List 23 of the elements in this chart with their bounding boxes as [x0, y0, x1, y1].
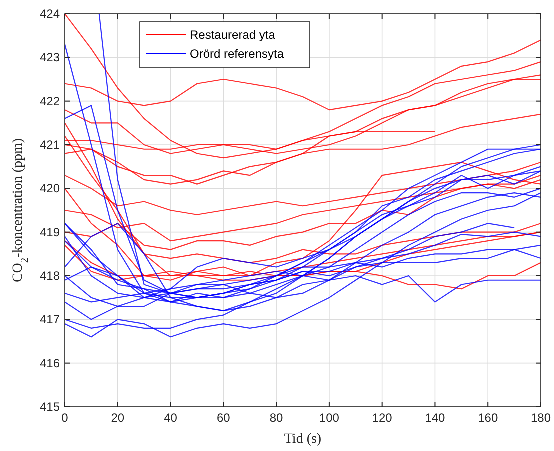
y-tick-label: 418 — [40, 269, 60, 283]
y-tick-label: 419 — [40, 225, 60, 240]
x-tick-label: 60 — [216, 411, 231, 425]
y-tick-label: 417 — [40, 312, 60, 327]
y-tick-label: 423 — [40, 50, 60, 65]
x-tick-label: 120 — [372, 411, 393, 425]
legend-label: Orörd referensyta — [190, 47, 284, 61]
y-tick-label: 422 — [40, 94, 60, 108]
x-tick-label: 160 — [478, 411, 498, 425]
x-tick-label: 140 — [425, 411, 446, 425]
y-tick-label: 420 — [40, 182, 60, 196]
y-tick-label: 415 — [40, 400, 60, 414]
legend-label: Restaurerad yta — [190, 28, 276, 42]
y-tick-label: 421 — [40, 138, 60, 152]
x-tick-label: 40 — [164, 411, 178, 425]
x-tick-label: 80 — [270, 411, 284, 425]
x-tick-label: 180 — [530, 411, 552, 425]
x-tick-label: 100 — [319, 411, 340, 425]
y-tick-label: 424 — [40, 7, 60, 21]
y-tick-label: 416 — [40, 356, 60, 370]
x-tick-label: 0 — [62, 411, 69, 425]
x-axis-title: Tid (s) — [284, 432, 322, 447]
x-tick-label: 20 — [111, 411, 125, 425]
